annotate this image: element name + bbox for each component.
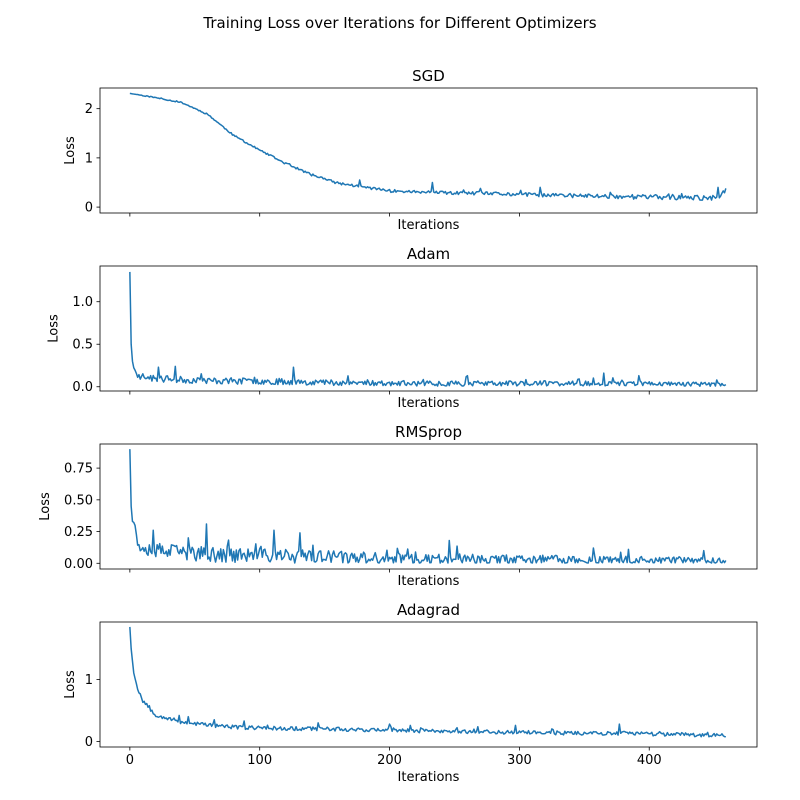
y-tick-label: 0.25 xyxy=(64,525,93,540)
loss-line-adam xyxy=(129,271,727,387)
loss-line-rmsprop xyxy=(129,449,727,564)
subplot-adam: Adam 0.0 0.5 1.0 Iterations Loss xyxy=(46,245,758,411)
x-axis-label: Iterations xyxy=(398,770,460,785)
axes-frame xyxy=(99,265,758,392)
x-axis-label: Iterations xyxy=(398,218,460,233)
y-axis-label: Loss xyxy=(63,136,78,165)
y-tick-label: 0 xyxy=(85,735,93,750)
y-tick-label: 0 xyxy=(85,201,93,216)
figure-suptitle: Training Loss over Iterations for Differ… xyxy=(202,14,596,32)
y-axis-label: Loss xyxy=(63,670,78,699)
y-tick-label: 0.5 xyxy=(72,338,93,353)
x-tick-label: 100 xyxy=(247,753,272,768)
y-axis-label: Loss xyxy=(38,492,53,521)
subplot-rmsprop: RMSprop 0.00 0.25 0.50 0.75 Iterations Loss xyxy=(38,423,758,589)
y-tick-label: 1 xyxy=(85,673,93,688)
y-axis-label: Loss xyxy=(46,314,61,343)
x-tick-label: 0 xyxy=(126,753,134,768)
subplot-title: RMSprop xyxy=(395,423,462,441)
subplot-adagrad: Adagrad 0 100 200 300 400 0 1 Iterations Loss xyxy=(63,601,758,785)
subplot-sgd: SGD 0 1 2 Iterations Loss xyxy=(63,67,758,233)
y-tick-label: 2 xyxy=(85,102,93,117)
loss-line-sgd xyxy=(129,92,727,201)
subplot-title: Adam xyxy=(407,245,450,263)
y-tick-label: 0.00 xyxy=(64,557,93,572)
y-tick-label: 1.0 xyxy=(72,295,93,310)
y-tick-label: 1 xyxy=(85,151,93,166)
y-tick-label: 0.75 xyxy=(64,462,93,477)
subplot-title: SGD xyxy=(412,67,445,85)
x-tick-label: 400 xyxy=(637,753,662,768)
axes-frame xyxy=(99,621,758,748)
x-axis-label: Iterations xyxy=(398,396,460,411)
subplot-title: Adagrad xyxy=(397,601,460,619)
y-tick-label: 0.0 xyxy=(72,380,93,395)
subplot-grid: SGD 0 1 2 Iterations Loss Adam 0.0 0.5 1.0 Iterati… xyxy=(38,67,758,785)
loss-line-adagrad xyxy=(129,626,726,738)
x-tick-label: 300 xyxy=(507,753,532,768)
axes-frame xyxy=(99,87,758,214)
y-tick-label: 0.50 xyxy=(64,493,93,508)
x-axis-label: Iterations xyxy=(398,574,460,589)
x-tick-label: 200 xyxy=(377,753,402,768)
axes-frame xyxy=(99,443,758,570)
